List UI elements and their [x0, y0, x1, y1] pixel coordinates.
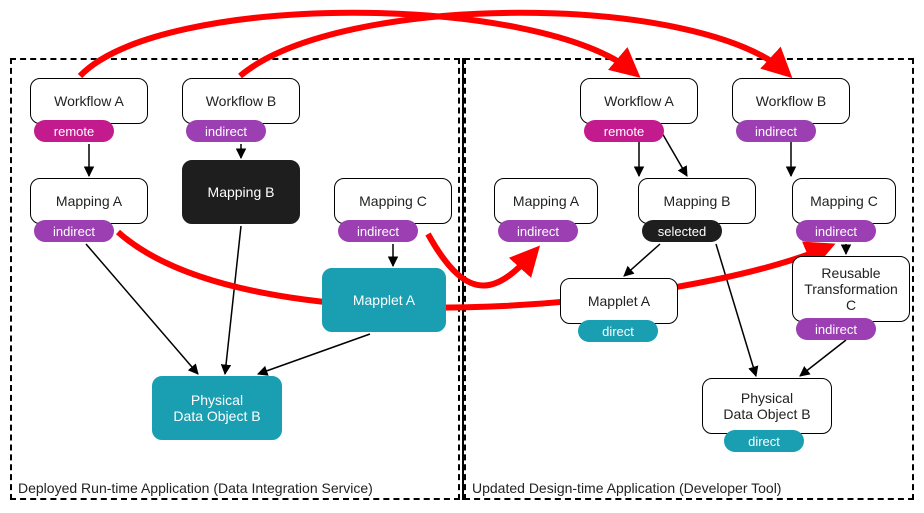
left-workflow_b: Workflow B: [182, 78, 300, 124]
left-workflow_a-label: Workflow A: [54, 93, 124, 109]
right-rtrans_c-badge: indirect: [796, 318, 876, 340]
right-mapplet_a-badge: direct: [578, 320, 658, 342]
right-mapping_c: Mapping C: [792, 178, 896, 224]
panel-divider: [462, 58, 464, 500]
right-mapping_c-label: Mapping C: [810, 193, 878, 209]
right-pdo_b-badge: direct: [724, 430, 804, 452]
left-workflow_a-badge: remote: [34, 120, 114, 142]
left-workflow_a: Workflow A: [30, 78, 148, 124]
right-rtrans_c-label: ReusableTransformationC: [804, 265, 898, 313]
right-mapping_a-label: Mapping A: [513, 193, 579, 209]
right-workflow_a: Workflow A: [580, 78, 698, 124]
right-pdo_b: PhysicalData Object B: [702, 378, 832, 434]
right-rtrans_c: ReusableTransformationC: [792, 256, 910, 322]
right-mapping_b-label: Mapping B: [664, 193, 731, 209]
left-mapping_a-badge: indirect: [34, 220, 114, 242]
panel-right-label: Updated Design-time Application (Develop…: [472, 480, 781, 496]
right-mapping_b: Mapping B: [638, 178, 756, 224]
panel-left-label: Deployed Run-time Application (Data Inte…: [18, 480, 373, 496]
right-pdo_b-label: PhysicalData Object B: [723, 390, 810, 422]
left-mapping_b: Mapping B: [182, 160, 300, 224]
left-mapping_c-label: Mapping C: [359, 193, 427, 209]
right-mapping_a-badge: indirect: [498, 220, 578, 242]
right-workflow_b-badge: indirect: [736, 120, 816, 142]
left-mapping_c-badge: indirect: [338, 220, 418, 242]
right-mapping_a: Mapping A: [494, 178, 598, 224]
left-workflow_b-label: Workflow B: [206, 93, 277, 109]
right-mapplet_a: Mapplet A: [560, 278, 678, 324]
right-workflow_a-badge: remote: [584, 120, 664, 142]
right-workflow_b-label: Workflow B: [756, 93, 827, 109]
right-workflow_b: Workflow B: [732, 78, 850, 124]
left-pdo_b-label: PhysicalData Object B: [173, 392, 260, 424]
right-mapping_c-badge: indirect: [796, 220, 876, 242]
left-pdo_b: PhysicalData Object B: [152, 376, 282, 440]
right-mapplet_a-label: Mapplet A: [588, 293, 650, 309]
left-workflow_b-badge: indirect: [186, 120, 266, 142]
left-mapping_a: Mapping A: [30, 178, 148, 224]
right-workflow_a-label: Workflow A: [604, 93, 674, 109]
right-mapping_b-badge: selected: [642, 220, 722, 242]
left-mapping_c: Mapping C: [334, 178, 452, 224]
left-mapping_b-label: Mapping B: [208, 184, 275, 200]
left-mapplet_a-label: Mapplet A: [353, 292, 415, 308]
left-mapping_a-label: Mapping A: [56, 193, 122, 209]
left-mapplet_a: Mapplet A: [322, 268, 446, 332]
